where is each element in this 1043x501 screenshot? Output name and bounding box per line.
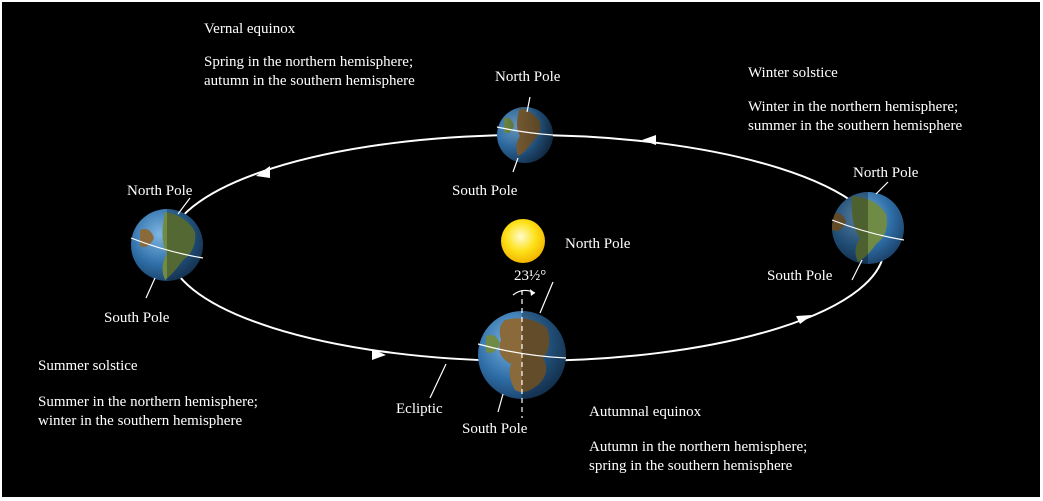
autumnal-desc-line1: Autumn in the northern hemisphere; xyxy=(589,439,808,455)
summer-desc-line2: winter in the southern hemisphere xyxy=(38,413,243,429)
summer-title: Summer solstice xyxy=(38,358,138,374)
autumnal-desc-line2: spring in the southern hemisphere xyxy=(589,458,793,474)
earth-winter xyxy=(831,181,905,281)
orbit-arrow-left xyxy=(256,166,270,178)
orbit-arrow-right xyxy=(796,315,812,324)
winter-title: Winter solstice xyxy=(748,65,838,81)
earth-summer xyxy=(130,197,204,299)
north-pole-label-summer: North Pole xyxy=(127,183,193,199)
winter-desc-line2: summer in the southern hemisphere xyxy=(748,118,963,134)
north-pole-label-winter: North Pole xyxy=(853,165,919,181)
south-pole-label-autumnal: South Pole xyxy=(462,421,528,437)
earth-vernal xyxy=(496,96,554,173)
vernal-desc-line2: autumn in the southern hemisphere xyxy=(204,73,415,89)
tilt-angle-label: 23½° xyxy=(514,268,547,284)
north-pole-label-autumnal: North Pole xyxy=(565,236,631,252)
tilt-arc-arrowhead xyxy=(530,289,535,296)
orbit-arrow-bottom xyxy=(372,349,386,360)
ecliptic-label: Ecliptic xyxy=(396,401,443,417)
orbit-arrow-top xyxy=(642,135,656,145)
south-pole-label-summer: South Pole xyxy=(104,310,170,326)
south-pole-label-vernal: South Pole xyxy=(452,183,518,199)
sun xyxy=(501,219,545,263)
ecliptic-pointer xyxy=(429,363,447,399)
vernal-title: Vernal equinox xyxy=(204,21,296,37)
south-pole-label-winter: South Pole xyxy=(767,268,833,284)
summer-desc-line1: Summer in the northern hemisphere; xyxy=(38,394,258,410)
winter-desc-line1: Winter in the northern hemisphere; xyxy=(748,99,959,115)
north-pole-label-vernal: North Pole xyxy=(495,69,561,85)
vernal-desc-line1: Spring in the northern hemisphere; xyxy=(204,54,414,70)
autumnal-title: Autumnal equinox xyxy=(589,404,702,420)
